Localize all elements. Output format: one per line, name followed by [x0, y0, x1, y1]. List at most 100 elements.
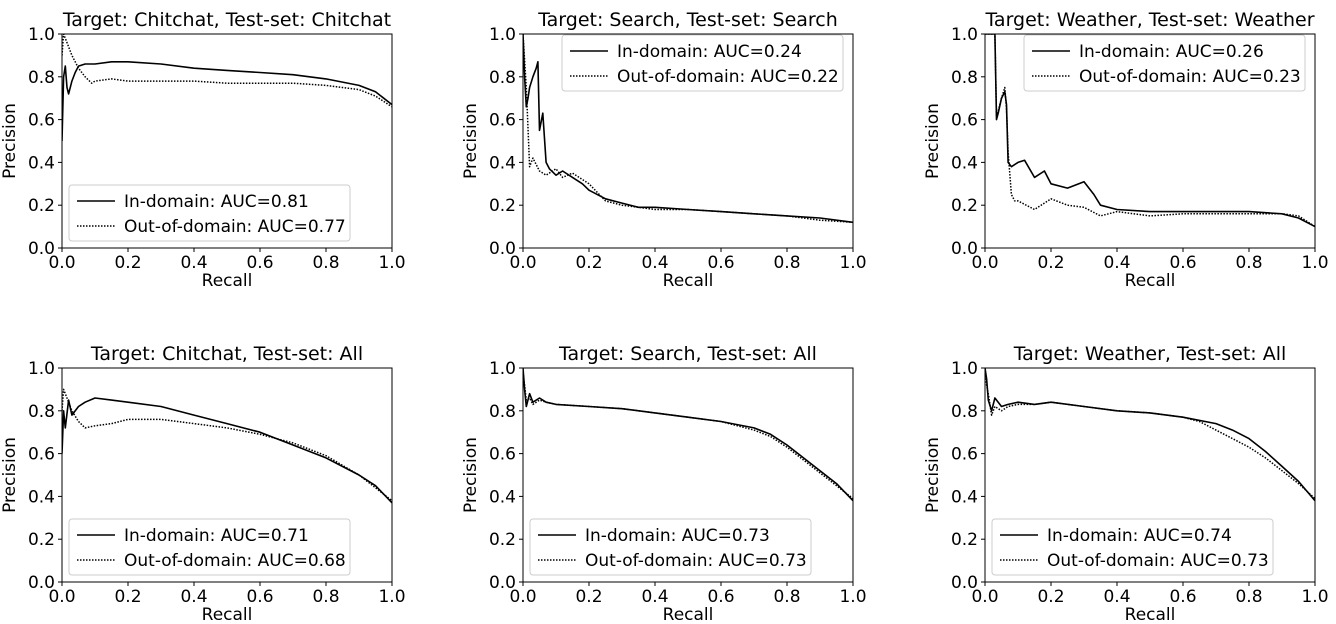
y-tick-label: 1.0 [28, 359, 55, 379]
x-tick-label: 0.2 [114, 253, 141, 273]
x-axis-label: Recall [1125, 271, 1176, 291]
legend-label: Out-of-domain: AUC=0.23 [1079, 67, 1301, 87]
y-axis-label: Precision [0, 437, 20, 513]
x-tick-label: 0.8 [773, 587, 800, 607]
y-tick-label: 0.2 [951, 196, 978, 216]
legend-label: Out-of-domain: AUC=0.73 [585, 551, 807, 571]
x-tick-label: 0.8 [312, 253, 339, 273]
x-axis-label: Recall [663, 271, 714, 291]
plot-frame [984, 33, 1316, 249]
x-tick-label: 0.0 [48, 253, 75, 273]
x-tick-label: 0.2 [575, 587, 602, 607]
plot-frame [984, 367, 1316, 583]
x-tick-label: 0.6 [246, 253, 273, 273]
x-axis-label: Recall [202, 271, 253, 291]
x-tick-label: 0.0 [509, 253, 536, 273]
x-tick-label: 1.0 [839, 587, 866, 607]
y-tick-label: 0.4 [489, 153, 516, 173]
y-tick-label: 0.0 [28, 239, 55, 259]
x-tick-label: 1.0 [1301, 587, 1328, 607]
x-tick-label: 1.0 [378, 253, 405, 273]
x-tick-label: 0.2 [114, 587, 141, 607]
chart-title: Target: Chitchat, Test-set: All [90, 343, 363, 365]
series-line-out-of-domain [62, 388, 392, 502]
x-tick-label: 0.0 [971, 253, 998, 273]
chart-panel-2: 0.0 0.2 0.4 0.6 0.8 1.0 0.0 0.2 0.4 0.6 0.8 1.0 Targ… [461, 9, 867, 291]
x-tick-label: 0.6 [707, 587, 734, 607]
y-tick-label: 1.0 [28, 25, 55, 45]
series-line-in-domain [523, 368, 853, 502]
y-tick-label: 1.0 [951, 25, 978, 45]
legend-label: In-domain: AUC=0.73 [585, 526, 770, 546]
x-tick-label: 0.6 [1169, 587, 1196, 607]
legend: In-domain: AUC=0.26 Out-of-domain: AUC=0.… [1023, 34, 1306, 92]
x-tick-label: 0.4 [180, 253, 207, 273]
legend-box [1023, 34, 1306, 92]
legend-label: Out-of-domain: AUC=0.77 [124, 217, 346, 237]
series-line-in-domain [985, 34, 1315, 228]
y-tick-label: 0.6 [489, 111, 516, 131]
chart-panel-1: 0.0 0.2 0.4 0.6 0.8 1.0 0.0 0.2 0.4 0.6 0.8 1.0 Targ… [0, 9, 406, 291]
legend-box [68, 184, 351, 242]
chart-title: Target: Search, Test-set: All [558, 343, 817, 365]
x-tick-label: 0.2 [1037, 587, 1064, 607]
chart-panel-4: 0.0 0.2 0.4 0.6 0.8 1.0 0.0 0.2 0.4 0.6 0.8 1.0 Targ… [0, 343, 406, 624]
legend: In-domain: AUC=0.71 Out-of-domain: AUC=0.… [68, 518, 351, 576]
x-tick-label: 0.4 [641, 253, 668, 273]
y-tick-label: 1.0 [951, 359, 978, 379]
legend: In-domain: AUC=0.81 Out-of-domain: AUC=0.… [68, 184, 351, 242]
y-axis-label: Precision [0, 103, 20, 179]
x-axis-label: Recall [663, 605, 714, 624]
x-axis-label: Recall [202, 605, 253, 624]
series-line-in-domain [523, 34, 853, 224]
x-tick-label: 1.0 [378, 587, 405, 607]
y-tick-label: 0.2 [28, 196, 55, 216]
x-tick-label: 1.0 [839, 253, 866, 273]
x-tick-label: 0.8 [312, 587, 339, 607]
y-tick-label: 0.2 [951, 530, 978, 550]
legend-box [991, 518, 1274, 576]
series-line-in-domain [62, 60, 392, 142]
y-tick-label: 0.4 [28, 153, 55, 173]
chart-title: Target: Search, Test-set: Search [537, 9, 838, 31]
plot-frame [522, 367, 854, 583]
chart-title: Target: Weather, Test-set: All [1013, 343, 1287, 365]
chart-panel-3: 0.0 0.2 0.4 0.6 0.8 1.0 0.0 0.2 0.4 0.6 0.8 1.0 Targ… [923, 9, 1329, 291]
x-tick-label: 0.0 [48, 587, 75, 607]
plot-frame [61, 33, 393, 249]
series-line-out-of-domain [62, 34, 392, 108]
y-tick-label: 0.6 [951, 111, 978, 131]
legend-label: In-domain: AUC=0.74 [1047, 526, 1232, 546]
y-tick-label: 0.8 [489, 68, 516, 88]
y-tick-label: 0.6 [28, 111, 55, 131]
y-axis-label: Precision [923, 437, 943, 513]
x-tick-label: 0.8 [1235, 587, 1262, 607]
x-tick-label: 0.0 [971, 587, 998, 607]
y-tick-label: 0.4 [951, 153, 978, 173]
series-line-out-of-domain [985, 372, 1315, 500]
series-line-out-of-domain [523, 372, 853, 500]
x-tick-label: 0.0 [509, 587, 536, 607]
x-axis-label: Recall [1125, 605, 1176, 624]
legend-box [68, 518, 351, 576]
legend-label: In-domain: AUC=0.71 [124, 526, 309, 546]
y-axis-label: Precision [923, 103, 943, 179]
x-tick-label: 0.4 [1103, 587, 1130, 607]
legend: In-domain: AUC=0.74 Out-of-domain: AUC=0.… [991, 518, 1274, 576]
chart-title: Target: Chitchat, Test-set: Chitchat [62, 9, 391, 31]
y-tick-label: 0.8 [28, 68, 55, 88]
series-line-out-of-domain [985, 34, 1315, 228]
y-tick-label: 0.6 [951, 445, 978, 465]
y-tick-label: 0.0 [489, 573, 516, 593]
legend-label: Out-of-domain: AUC=0.73 [1047, 551, 1269, 571]
y-tick-label: 0.6 [28, 445, 55, 465]
x-tick-label: 0.8 [773, 253, 800, 273]
legend-label: In-domain: AUC=0.24 [617, 42, 802, 62]
x-tick-label: 0.6 [707, 253, 734, 273]
y-tick-label: 0.2 [28, 530, 55, 550]
x-tick-label: 0.6 [1169, 253, 1196, 273]
series-line-in-domain [62, 397, 392, 504]
chart-title: Target: Weather, Test-set: Weather [984, 9, 1314, 31]
y-tick-label: 0.8 [951, 402, 978, 422]
